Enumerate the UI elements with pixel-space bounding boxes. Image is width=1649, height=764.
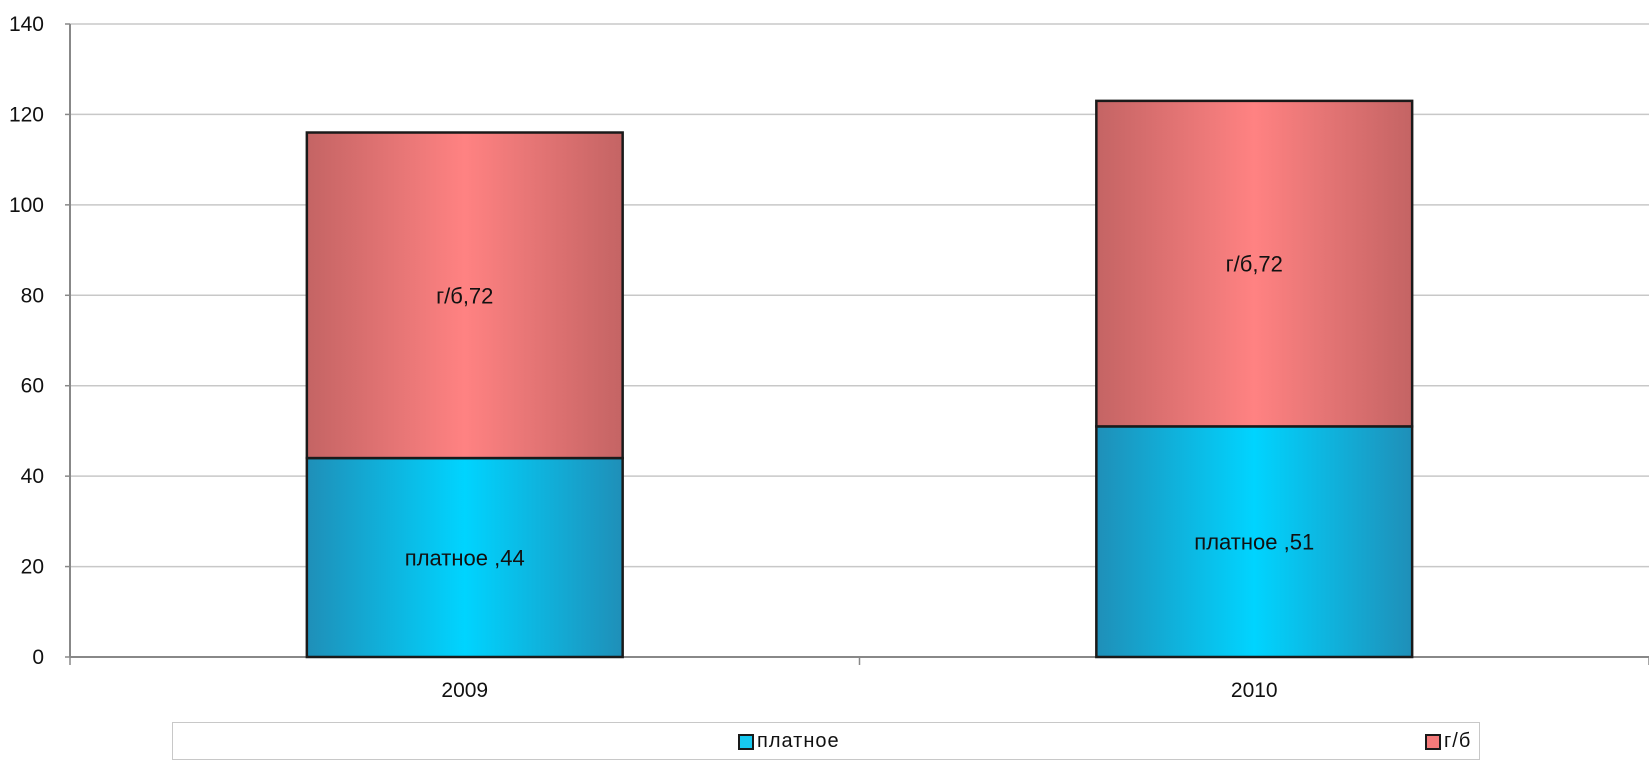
- y-tick-label: 0: [32, 646, 44, 669]
- y-tick-label: 20: [21, 556, 44, 579]
- y-tick-label: 120: [9, 103, 44, 126]
- data-label: платное ,51: [1194, 530, 1314, 555]
- bars: [305, 99, 1414, 659]
- y-tick-label: 140: [9, 13, 44, 36]
- x-tick-label: 2009: [441, 679, 488, 702]
- legend-label-paid: платное: [757, 730, 840, 752]
- legend-item-budget[interactable]: г/б: [1425, 730, 1471, 753]
- y-tick-label: 80: [21, 284, 44, 307]
- bar-segment-paid: [305, 456, 624, 659]
- y-tick-label: 40: [21, 465, 44, 488]
- legend-label-budget: г/б: [1444, 730, 1472, 752]
- legend-swatch-budget: [1425, 733, 1441, 750]
- legend-item-paid[interactable]: платное: [738, 730, 840, 753]
- x-tick-label: 2010: [1231, 679, 1278, 702]
- legend: платное г/б: [172, 722, 1480, 760]
- data-label: г/б,72: [436, 283, 493, 308]
- y-tick-label: 100: [9, 194, 44, 217]
- data-labels: платное ,44 г/б,72 платное ,51 г/б,72: [405, 252, 1314, 571]
- data-label: платное ,44: [405, 546, 525, 571]
- bar-segment-budget: [305, 131, 624, 460]
- y-tick-label: 60: [21, 375, 44, 398]
- data-label: г/б,72: [1226, 252, 1283, 277]
- bar-segment-budget: [1095, 99, 1414, 428]
- legend-swatch-paid: [738, 733, 754, 750]
